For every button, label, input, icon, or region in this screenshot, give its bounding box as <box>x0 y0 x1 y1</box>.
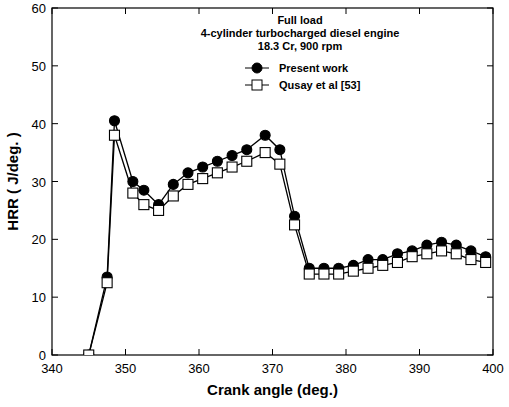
y-tick <box>52 181 58 182</box>
data-point <box>334 269 344 279</box>
x-tick <box>272 8 273 14</box>
x-tick <box>199 8 200 14</box>
x-tick-label: 380 <box>335 361 357 376</box>
x-tick <box>125 8 126 14</box>
data-point <box>437 246 447 256</box>
plot-frame <box>52 8 493 355</box>
y-tick <box>487 181 493 182</box>
data-point <box>378 260 388 270</box>
data-point <box>275 145 285 155</box>
data-point <box>84 350 94 355</box>
x-tick-label: 390 <box>409 361 431 376</box>
x-tick <box>199 349 200 355</box>
title: 18.3 Cr, 900 rpm <box>258 40 343 52</box>
y-tick-label: 60 <box>32 1 46 16</box>
x-tick <box>419 8 420 14</box>
chart: 340 350 360 370 380 390 400 0 10 20 30 40 50 60 Crank … <box>0 0 509 407</box>
x-tick <box>125 349 126 355</box>
data-point <box>227 150 237 160</box>
data-point <box>260 148 270 158</box>
data-point <box>139 200 149 210</box>
data-point <box>168 179 178 189</box>
data-point <box>128 188 138 198</box>
data-point <box>84 350 94 355</box>
x-tick <box>346 349 347 355</box>
legend-marker <box>252 80 262 90</box>
data-point <box>109 130 119 140</box>
legend-label: Present work <box>279 62 349 74</box>
x-tick-label: 400 <box>482 361 504 376</box>
title: 4-cylinder turbocharged diesel engine <box>201 27 400 39</box>
y-tick <box>487 297 493 298</box>
x-tick-label: 340 <box>41 361 63 376</box>
data-point <box>109 116 119 126</box>
data-point <box>466 255 476 265</box>
y-tick <box>52 239 58 240</box>
plot-data <box>84 116 491 355</box>
data-point <box>139 185 149 195</box>
data-point <box>198 162 208 172</box>
data-point <box>212 168 222 178</box>
y-tick <box>487 239 493 240</box>
y-tick <box>52 355 58 356</box>
x-tick <box>52 349 53 355</box>
data-point <box>451 249 461 259</box>
data-point <box>348 266 358 276</box>
y-axis-label: HRR ( J/deg. ) <box>4 132 21 230</box>
x-tick-label: 370 <box>262 361 284 376</box>
data-point <box>212 156 222 166</box>
y-tick <box>487 355 493 356</box>
data-point <box>422 249 432 259</box>
data-point <box>304 269 314 279</box>
data-point <box>183 179 193 189</box>
x-tick <box>346 8 347 14</box>
y-tick <box>52 297 58 298</box>
legend-marker <box>252 63 262 73</box>
data-point <box>392 257 402 267</box>
y-tick-label: 0 <box>39 348 46 363</box>
data-point <box>481 257 491 267</box>
x-tick <box>493 349 494 355</box>
data-point <box>227 162 237 172</box>
x-axis-label: Crank angle (deg.) <box>207 381 338 398</box>
data-point <box>363 263 373 273</box>
legend-label: Qusay et al [53] <box>279 79 361 91</box>
y-tick <box>52 65 58 66</box>
y-tick <box>487 123 493 124</box>
data-point <box>128 177 138 187</box>
x-tick-label: 360 <box>188 361 210 376</box>
y-tick <box>487 8 493 9</box>
y-tick <box>52 123 58 124</box>
y-tick-label: 40 <box>32 117 46 132</box>
y-tick-label: 30 <box>32 175 46 190</box>
data-point <box>242 156 252 166</box>
x-tick <box>52 8 53 14</box>
series-line <box>89 121 486 355</box>
data-point <box>260 130 270 140</box>
data-point <box>242 145 252 155</box>
data-point <box>183 168 193 178</box>
data-point <box>319 269 329 279</box>
title: Full load <box>277 14 322 26</box>
y-tick-label: 20 <box>32 232 46 247</box>
data-point <box>275 159 285 169</box>
x-tick <box>493 8 494 14</box>
x-tick <box>419 349 420 355</box>
y-tick-label: 10 <box>32 290 46 305</box>
data-point <box>407 252 417 262</box>
data-point <box>168 191 178 201</box>
y-tick-label: 50 <box>32 59 46 74</box>
data-point <box>102 278 112 288</box>
series-line <box>89 135 486 355</box>
data-point <box>198 174 208 184</box>
y-tick <box>52 8 58 9</box>
y-tick <box>487 65 493 66</box>
data-point <box>290 220 300 230</box>
data-point <box>154 205 164 215</box>
x-tick-label: 350 <box>115 361 137 376</box>
x-tick <box>272 349 273 355</box>
